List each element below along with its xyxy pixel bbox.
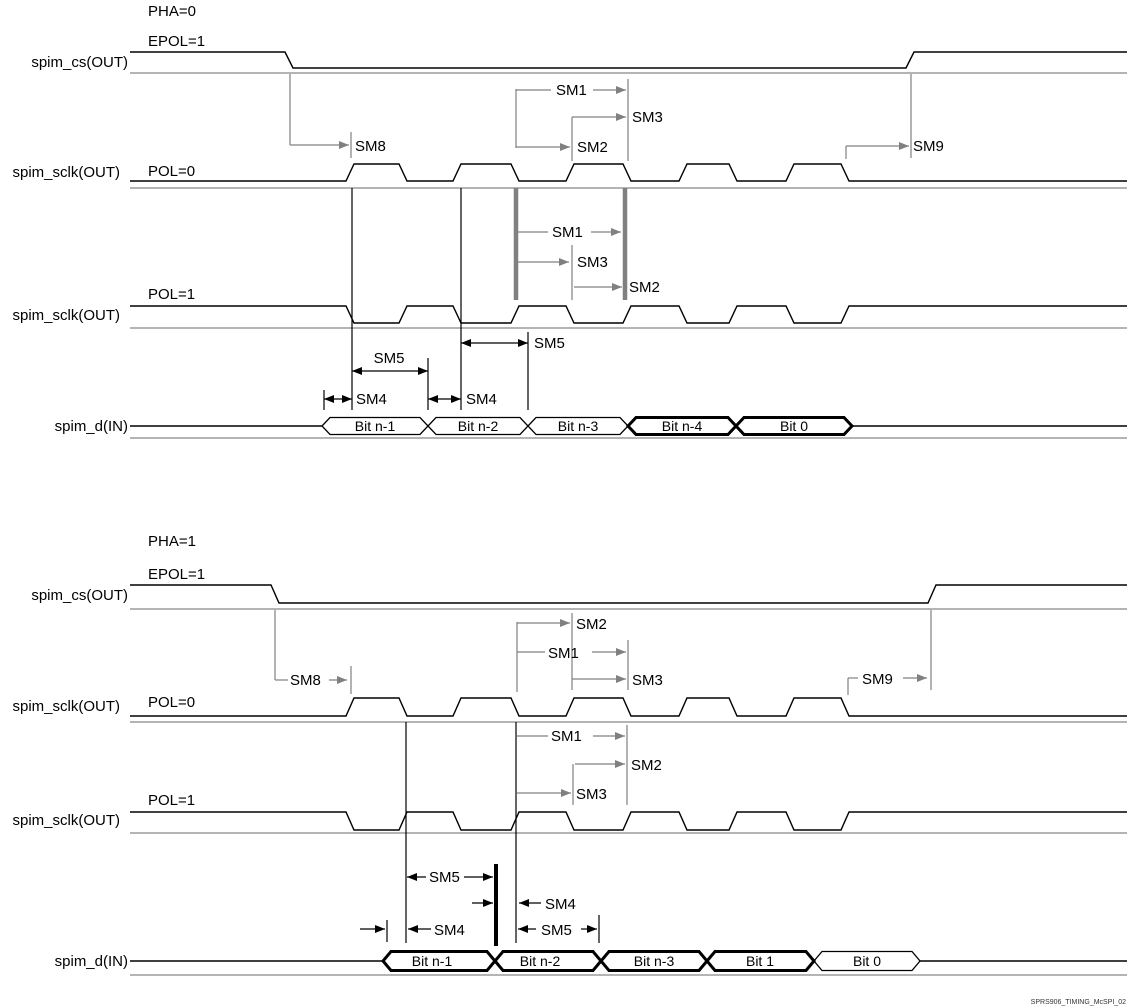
bottom-bus-cells: Bit n-1 Bit n-2 Bit n-3 Bit 1 Bit 0 bbox=[381, 950, 921, 972]
top-diagram: PHA=0 EPOL=1 spim_cs(OUT) SM8 SM9 SM1 bbox=[13, 3, 1127, 439]
bottom-data-signal-label: spim_d(IN) bbox=[55, 953, 128, 970]
bottom-sm5-first-label: SM5 bbox=[429, 869, 460, 886]
top-bit-n3-label: Bit n-3 bbox=[558, 418, 599, 434]
bottom-bit-0-label: Bit 0 bbox=[853, 953, 881, 969]
bottom-sm5-sm4-annotations: SM5 SM4 SM4 SM5 bbox=[360, 869, 600, 943]
bottom-sm4-first-label: SM4 bbox=[545, 896, 576, 913]
top-sm4-second-label: SM4 bbox=[466, 391, 497, 408]
bottom-epol-label: EPOL=1 bbox=[148, 566, 205, 583]
top-sclk-pol1-signal-label: spim_sclk(OUT) bbox=[13, 307, 121, 324]
top-pol0-sm3-label: SM3 bbox=[632, 109, 663, 126]
bottom-pol1-label: POL=1 bbox=[148, 792, 195, 809]
bottom-pha-label: PHA=1 bbox=[148, 533, 196, 550]
top-cs-signal-label: spim_cs(OUT) bbox=[31, 54, 128, 71]
top-sm5-sm4-annotations: SM5 SM5 SM4 SM4 bbox=[323, 332, 565, 410]
bottom-pol0-sm1-label: SM1 bbox=[548, 645, 579, 662]
bottom-pol1-sm2-label: SM2 bbox=[631, 757, 662, 774]
top-sm9-label: SM9 bbox=[913, 138, 944, 155]
top-cs-waveform bbox=[130, 51, 1127, 69]
bottom-sclk-pol0-signal-label: spim_sclk(OUT) bbox=[13, 698, 121, 715]
bottom-sm8-annotation: SM8 bbox=[274, 610, 352, 694]
top-pol0-sm-annotations: SM1 SM3 SM2 bbox=[515, 79, 663, 161]
top-bit-n1-label: Bit n-1 bbox=[355, 418, 396, 434]
top-pol0-label: POL=0 bbox=[148, 163, 195, 180]
bottom-sm4-second-label: SM4 bbox=[434, 922, 465, 939]
bottom-bit-n2-label: Bit n-2 bbox=[520, 953, 561, 969]
bottom-cs-waveform bbox=[130, 584, 1127, 604]
top-sm4-first-label: SM4 bbox=[356, 391, 387, 408]
top-pha-label: PHA=0 bbox=[148, 3, 196, 20]
top-sm9-annotation: SM9 bbox=[845, 74, 944, 159]
bottom-sm8-label: SM8 bbox=[290, 672, 321, 689]
bottom-sclk-pol1-signal-label: spim_sclk(OUT) bbox=[13, 812, 121, 829]
bottom-bit-1-label: Bit 1 bbox=[746, 953, 774, 969]
bottom-pol0-sm3-label: SM3 bbox=[632, 672, 663, 689]
top-sm8-label: SM8 bbox=[355, 138, 386, 155]
bottom-pol1-sm1-label: SM1 bbox=[551, 728, 582, 745]
top-sclk-pol1-waveform bbox=[130, 305, 1127, 324]
top-epol-label: EPOL=1 bbox=[148, 33, 205, 50]
top-pol0-sm1-label: SM1 bbox=[556, 82, 587, 99]
bottom-pol1-sm-annotations: SM1 SM2 SM3 bbox=[517, 725, 662, 805]
bottom-sclk-pol0-waveform bbox=[130, 697, 1127, 717]
top-pol1-sm2-label: SM2 bbox=[629, 279, 660, 296]
figure-id-watermark: SPRS906_TIMING_McSPI_02 bbox=[1031, 999, 1126, 1006]
top-bit-n4-label: Bit n-4 bbox=[662, 418, 703, 434]
bottom-bit-n3-label: Bit n-3 bbox=[634, 953, 675, 969]
top-bus-cells: Bit n-1 Bit n-2 Bit n-3 Bit n-4 Bit 0 bbox=[321, 416, 855, 436]
top-sm5-first-label: SM5 bbox=[374, 350, 405, 367]
top-pol1-sm1-label: SM1 bbox=[552, 224, 583, 241]
bottom-pol0-sm2-label: SM2 bbox=[576, 616, 607, 633]
bottom-pol1-sm3-label: SM3 bbox=[576, 786, 607, 803]
bottom-sm5-second-label: SM5 bbox=[541, 922, 572, 939]
bottom-sclk-pol1-waveform bbox=[130, 811, 1127, 831]
top-sm5-second-label: SM5 bbox=[534, 335, 565, 352]
bottom-pol0-label: POL=0 bbox=[148, 694, 195, 711]
bottom-cs-signal-label: spim_cs(OUT) bbox=[31, 587, 128, 604]
top-pol1-sm3-label: SM3 bbox=[577, 254, 608, 271]
top-pol0-sm2-label: SM2 bbox=[577, 139, 608, 156]
bottom-pol0-sm-annotations: SM2 SM1 SM3 bbox=[516, 613, 663, 692]
top-sm8-annotation: SM8 bbox=[289, 74, 386, 158]
top-bit-n2-label: Bit n-2 bbox=[458, 418, 499, 434]
bottom-sm9-label: SM9 bbox=[862, 671, 893, 688]
top-data-signal-label: spim_d(IN) bbox=[55, 418, 128, 435]
top-bit-0-label: Bit 0 bbox=[780, 418, 808, 434]
top-sclk-pol0-waveform bbox=[130, 163, 1127, 182]
top-pol1-sm-annotations: SM1 SM3 SM2 bbox=[513, 188, 660, 300]
top-sclk-pol0-signal-label: spim_sclk(OUT) bbox=[13, 164, 121, 181]
top-pol1-label: POL=1 bbox=[148, 286, 195, 303]
bottom-bit-n1-label: Bit n-1 bbox=[412, 953, 453, 969]
bottom-diagram: PHA=1 EPOL=1 spim_cs(OUT) SM8 SM9 bbox=[13, 533, 1127, 976]
bottom-sm9-annotation: SM9 bbox=[847, 610, 932, 695]
